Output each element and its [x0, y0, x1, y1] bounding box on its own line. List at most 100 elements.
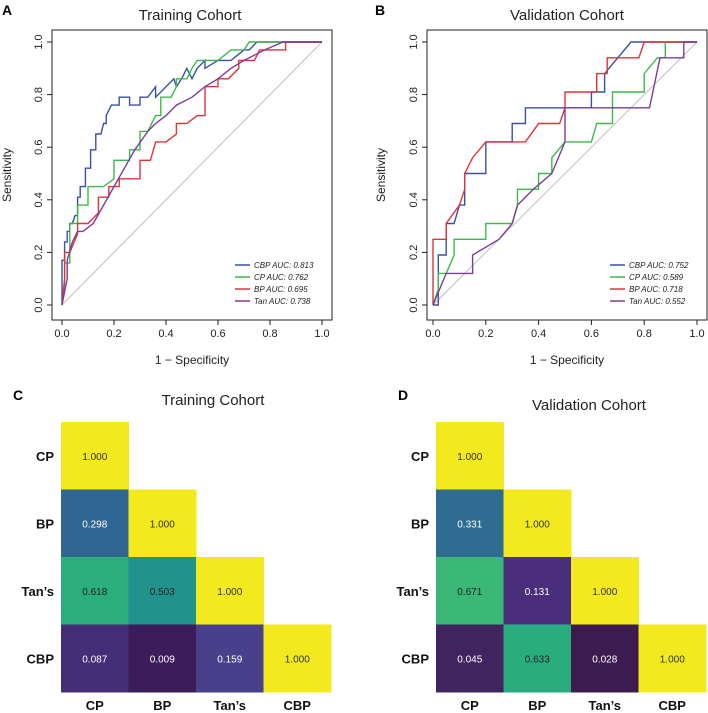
legend-cp: CP AUC: 0.589	[629, 273, 684, 282]
x-tick-label: 1.0	[314, 328, 329, 340]
heatmap-value: 0.045	[457, 654, 482, 665]
panel-c-heatmap-training: C Training Cohort 1.000 0.298 1.000 0.618 0.…	[13, 387, 332, 713]
y-tick-label: 0.4	[33, 192, 45, 207]
heatmap-row-label: BP	[411, 516, 429, 531]
heatmap-value: 0.503	[150, 587, 175, 598]
x-tick-label: 0.0	[425, 328, 440, 340]
heatmap-cell	[128, 624, 197, 693]
heatmap-cell	[61, 489, 129, 558]
heatmap-cell	[436, 624, 504, 693]
heatmap-value: 0.009	[150, 654, 175, 665]
y-tick-label: 0.2	[408, 245, 420, 260]
reference-diagonal	[61, 41, 323, 306]
heatmap-value: 0.633	[525, 654, 550, 665]
heatmap-row-label: CBP	[402, 651, 430, 666]
chart-title: Validation Cohort	[532, 397, 647, 414]
heatmap-value: 1.000	[82, 452, 107, 463]
panel-letter: C	[13, 387, 23, 403]
y-tick-label: 0.8	[33, 87, 45, 102]
heatmap-value: 0.028	[592, 654, 617, 665]
heatmap-value: 1.000	[660, 654, 685, 665]
panel-letter: A	[2, 2, 12, 18]
y-axis-label: Sensitivity	[374, 148, 388, 202]
heatmap-cells: 1.000 0.331 1.000 0.671 0.131 1.000 0.045 0.633…	[436, 422, 707, 693]
x-tick-label: 0.4	[158, 328, 173, 340]
roc-line-cp	[432, 41, 697, 306]
heatmap-cells: 1.000 0.298 1.000 0.618 0.503 1.000 0.087 0.009…	[61, 422, 332, 693]
legend-cp: CP AUC: 0.762	[254, 273, 309, 282]
heatmap-row-label: CP	[36, 449, 54, 464]
heatmap-labels: CP BP Tan’s CBP CP BP Tan’s CBP	[21, 449, 311, 713]
chart-title: Training Cohort	[139, 7, 243, 24]
heatmap-value: 1.000	[150, 519, 175, 530]
heatmap-value: 1.000	[217, 587, 242, 598]
heatmap-value: 0.159	[217, 654, 242, 665]
heatmap-cell	[503, 489, 572, 558]
roc-line-tan	[432, 41, 697, 306]
heatmap-cell	[61, 557, 129, 625]
plot-frame	[426, 29, 708, 321]
axis-ticks: 0.0 0.2 0.4 0.6 0.8 1.0 0.0 0.2 0.4 0.6 0.8 1.0	[33, 34, 330, 340]
roc-line-cbp	[61, 41, 322, 305]
heatmap-value: 0.298	[82, 519, 107, 530]
y-tick-label: 0.0	[408, 297, 420, 312]
y-axis-label: Sensitivity	[0, 148, 14, 202]
chart-title: Validation Cohort	[510, 7, 625, 24]
heatmap-row-label: BP	[36, 516, 54, 531]
heatmap-col-label: BP	[153, 698, 171, 713]
heatmap-cell	[196, 557, 264, 625]
axis-ticks: 0.0 0.2 0.4 0.6 0.8 1.0 0.0 0.2 0.4 0.6 0.8 1.0	[408, 34, 705, 340]
legend: CBP AUC: 0.752 CP AUC: 0.589 BP AUC: 0.7…	[610, 261, 689, 306]
heatmap-col-label: CBP	[284, 698, 312, 713]
heatmap-value: 1.000	[592, 587, 617, 598]
legend-tan: Tan AUC: 0.552	[629, 297, 686, 306]
x-axis-label: 1 − Specificity	[530, 353, 604, 367]
y-tick-label: 0.2	[33, 245, 45, 260]
y-tick-label: 0.6	[408, 140, 420, 155]
x-tick-label: 0.2	[106, 328, 121, 340]
heatmap-value: 1.000	[285, 654, 310, 665]
heatmap-cell	[263, 624, 332, 693]
panel-a-roc-training: A Training Cohort 0.0 0.2 0.4 0.6 0.8 1.00.00…	[0, 2, 333, 367]
x-tick-label: 0.8	[262, 328, 277, 340]
legend: CBP AUC: 0.813 CP AUC: 0.762 BP AUC: 0.6…	[235, 261, 314, 306]
roc-curves	[61, 41, 322, 306]
legend-cbp: CBP AUC: 0.813	[254, 261, 314, 270]
heatmap-row-label: CBP	[27, 651, 55, 666]
x-tick-label: 0.6	[584, 328, 599, 340]
heatmap-cell	[436, 557, 504, 625]
y-tick-label: 0.6	[33, 140, 45, 155]
plot-frame	[51, 29, 333, 321]
heatmap-cell	[571, 624, 639, 693]
heatmap-col-label: CP	[86, 698, 104, 713]
heatmap-value: 0.131	[525, 587, 550, 598]
heatmap-row-label: Tan’s	[396, 584, 429, 599]
legend-cbp: CBP AUC: 0.752	[629, 261, 689, 270]
heatmap-cell	[503, 557, 572, 625]
heatmap-col-label: Tan’s	[213, 698, 246, 713]
heatmap-cell	[61, 422, 129, 490]
legend-bp: BP AUC: 0.695	[254, 285, 308, 294]
heatmap-cell	[128, 557, 197, 625]
heatmap-labels: CP BP Tan’s CBP CP BP Tan’s CBP	[396, 449, 686, 713]
heatmap-cell	[571, 557, 639, 625]
y-tick-label: 0.0	[33, 297, 45, 312]
x-tick-label: 1.0	[689, 328, 704, 340]
x-tick-label: 0.6	[210, 328, 225, 340]
heatmap-cell	[196, 624, 264, 693]
roc-line-tan	[61, 41, 322, 306]
heatmap-cell	[61, 624, 129, 693]
panel-b-roc-validation: B Validation Cohort 0.0 0.2 0.4 0.6 0.8 1.00.…	[374, 2, 708, 367]
legend-bp: BP AUC: 0.718	[629, 285, 683, 294]
legend-tan: Tan AUC: 0.738	[254, 297, 311, 306]
heatmap-value: 0.331	[457, 519, 482, 530]
x-tick-label: 0.4	[531, 328, 546, 340]
heatmap-cell	[436, 422, 504, 490]
y-tick-label: 0.8	[408, 87, 420, 102]
heatmap-cell	[436, 489, 504, 558]
y-tick-label: 0.4	[408, 192, 420, 207]
reference-diagonal	[432, 41, 698, 306]
heatmap-value: 0.087	[82, 654, 107, 665]
x-tick-label: 0.2	[478, 328, 493, 340]
